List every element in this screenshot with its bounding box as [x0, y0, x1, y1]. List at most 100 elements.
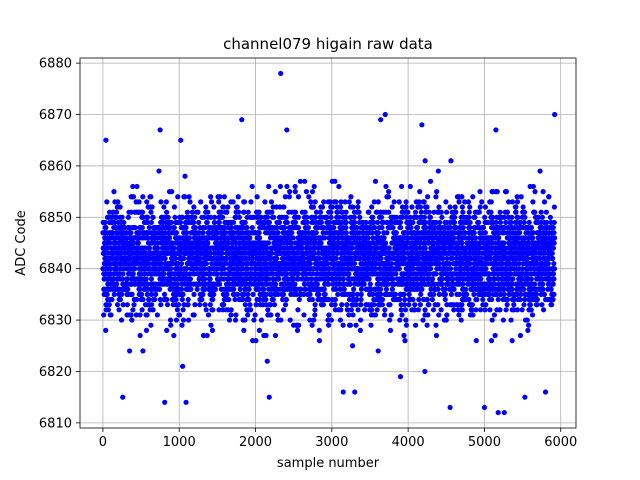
data-point	[426, 209, 432, 215]
data-point	[185, 317, 192, 323]
data-point	[311, 317, 317, 323]
data-point	[144, 199, 150, 205]
data-point	[326, 312, 332, 318]
data-point	[139, 209, 146, 215]
data-point	[201, 214, 207, 220]
data-point	[281, 204, 287, 210]
data-point	[188, 286, 194, 292]
data-point	[139, 307, 145, 313]
data-point	[263, 332, 269, 339]
data-point	[134, 296, 140, 303]
data-point	[388, 260, 395, 267]
data-point	[253, 302, 259, 308]
data-point	[442, 291, 448, 297]
data-point	[483, 302, 489, 308]
data-point	[187, 271, 193, 277]
data-point	[264, 245, 270, 251]
data-point	[480, 224, 487, 231]
data-point	[232, 317, 239, 323]
data-point	[248, 307, 254, 313]
data-point	[110, 276, 117, 282]
data-point	[348, 307, 355, 313]
data-point	[153, 291, 159, 297]
data-point	[146, 245, 153, 251]
data-point	[521, 219, 527, 226]
data-point	[304, 276, 311, 282]
data-point	[508, 317, 514, 323]
data-point	[287, 317, 293, 323]
data-point	[144, 214, 151, 220]
data-point	[231, 230, 237, 236]
data-point	[225, 204, 231, 210]
data-point	[200, 230, 206, 236]
data-point	[216, 219, 222, 226]
data-point	[343, 224, 349, 231]
data-point	[124, 276, 130, 282]
data-point	[374, 219, 381, 226]
data-point	[175, 194, 181, 200]
data-point	[526, 219, 532, 226]
data-point	[421, 214, 427, 220]
data-point	[368, 322, 374, 328]
data-point	[343, 214, 349, 220]
data-point	[272, 281, 279, 287]
data-point	[145, 219, 151, 226]
data-point	[316, 338, 323, 344]
data-point	[540, 286, 546, 292]
data-point	[433, 271, 439, 277]
data-point	[343, 230, 349, 236]
data-point	[138, 291, 145, 297]
data-point	[294, 327, 301, 333]
data-point	[526, 322, 532, 328]
data-point	[125, 214, 131, 220]
data-point	[402, 307, 409, 313]
data-point	[263, 296, 269, 303]
data-point	[114, 281, 120, 287]
data-point	[216, 281, 223, 287]
data-point	[482, 230, 488, 236]
data-point	[272, 189, 278, 195]
data-point	[483, 266, 489, 272]
data-point	[307, 291, 313, 297]
data-point	[511, 302, 517, 308]
data-point	[491, 312, 498, 318]
data-point	[431, 291, 437, 297]
data-point	[439, 214, 445, 220]
data-point	[263, 291, 269, 297]
data-point	[532, 209, 538, 215]
data-point	[452, 214, 458, 220]
data-point	[113, 214, 119, 220]
data-point	[292, 209, 299, 215]
data-point	[156, 286, 163, 292]
data-point	[329, 204, 336, 210]
data-point	[290, 276, 296, 282]
data-point	[161, 291, 168, 297]
data-point	[308, 199, 314, 205]
data-point	[355, 307, 361, 313]
data-point	[218, 209, 224, 215]
data-point	[115, 199, 121, 205]
data-point	[226, 317, 233, 323]
data-point	[112, 240, 118, 246]
data-point	[378, 214, 385, 220]
data-point	[540, 189, 546, 195]
data-point	[287, 189, 293, 195]
data-point	[301, 255, 307, 262]
data-point	[310, 204, 317, 210]
data-point	[356, 209, 362, 215]
data-point	[474, 296, 480, 303]
data-point	[241, 291, 247, 297]
data-point	[362, 307, 368, 313]
data-point	[202, 276, 208, 282]
data-point	[473, 338, 479, 344]
data-point	[162, 255, 168, 262]
data-point	[218, 271, 225, 277]
data-point	[387, 327, 394, 333]
data-point	[444, 312, 450, 318]
data-point	[203, 204, 209, 210]
data-point	[293, 291, 300, 297]
data-point	[478, 276, 484, 282]
data-point	[145, 235, 151, 241]
data-point	[403, 317, 409, 323]
data-point	[320, 302, 327, 308]
